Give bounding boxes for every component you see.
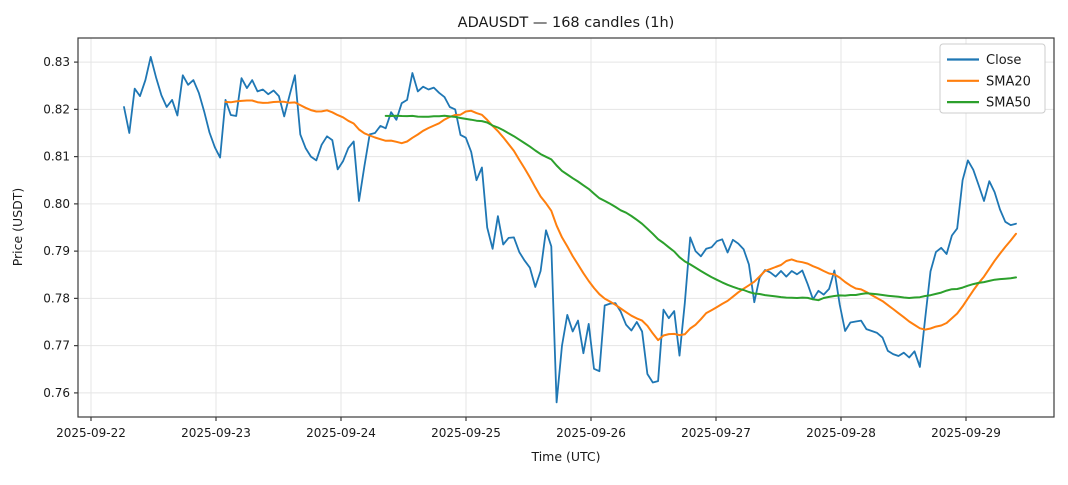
y-tick-labels: 0.76 0.77 0.78 0.79 0.80 0.81 0.82 0.83 (43, 55, 70, 400)
legend-box (939, 43, 1046, 114)
y-tick-label: 0.76 (43, 386, 70, 400)
x-tick-label: 2025-09-27 (681, 426, 751, 440)
x-tick-label: 2025-09-26 (556, 426, 626, 440)
y-axis-label: Price (USDT) (10, 188, 25, 267)
sma20-line (224, 99, 1017, 342)
plot-border (77, 37, 1055, 418)
sma50-line (384, 114, 1017, 302)
y-tick-label: 0.77 (43, 339, 70, 353)
y-tick-label: 0.80 (43, 197, 70, 211)
legend: Close SMA20 SMA50 (939, 43, 1046, 114)
grid (78, 38, 1054, 417)
x-axis-label: Time (UTC) (530, 449, 600, 464)
x-tick-label: 2025-09-29 (931, 426, 1001, 440)
axis-ticks (74, 61, 967, 421)
legend-label-close: Close (986, 53, 1021, 68)
y-tick-label: 0.78 (43, 291, 70, 305)
y-tick-label: 0.81 (43, 150, 70, 164)
x-tick-label: 2025-09-24 (306, 426, 376, 440)
close-line (123, 56, 1017, 404)
x-tick-label: 2025-09-25 (431, 426, 501, 440)
y-tick-label: 0.79 (43, 244, 70, 258)
chart-title: ADAUSDT — 168 candles (1h) (458, 15, 675, 31)
series-lines (123, 56, 1017, 404)
x-tick-label: 2025-09-28 (806, 426, 876, 440)
y-tick-label: 0.82 (43, 102, 70, 116)
legend-label-sma50: SMA50 (986, 96, 1031, 111)
x-tick-label: 2025-09-22 (56, 426, 126, 440)
y-tick-label: 0.83 (43, 55, 70, 69)
x-tick-label: 2025-09-23 (181, 426, 251, 440)
x-tick-labels: 2025-09-22 2025-09-23 2025-09-24 2025-09-25… (56, 426, 1001, 440)
legend-label-sma20: SMA20 (986, 74, 1031, 89)
